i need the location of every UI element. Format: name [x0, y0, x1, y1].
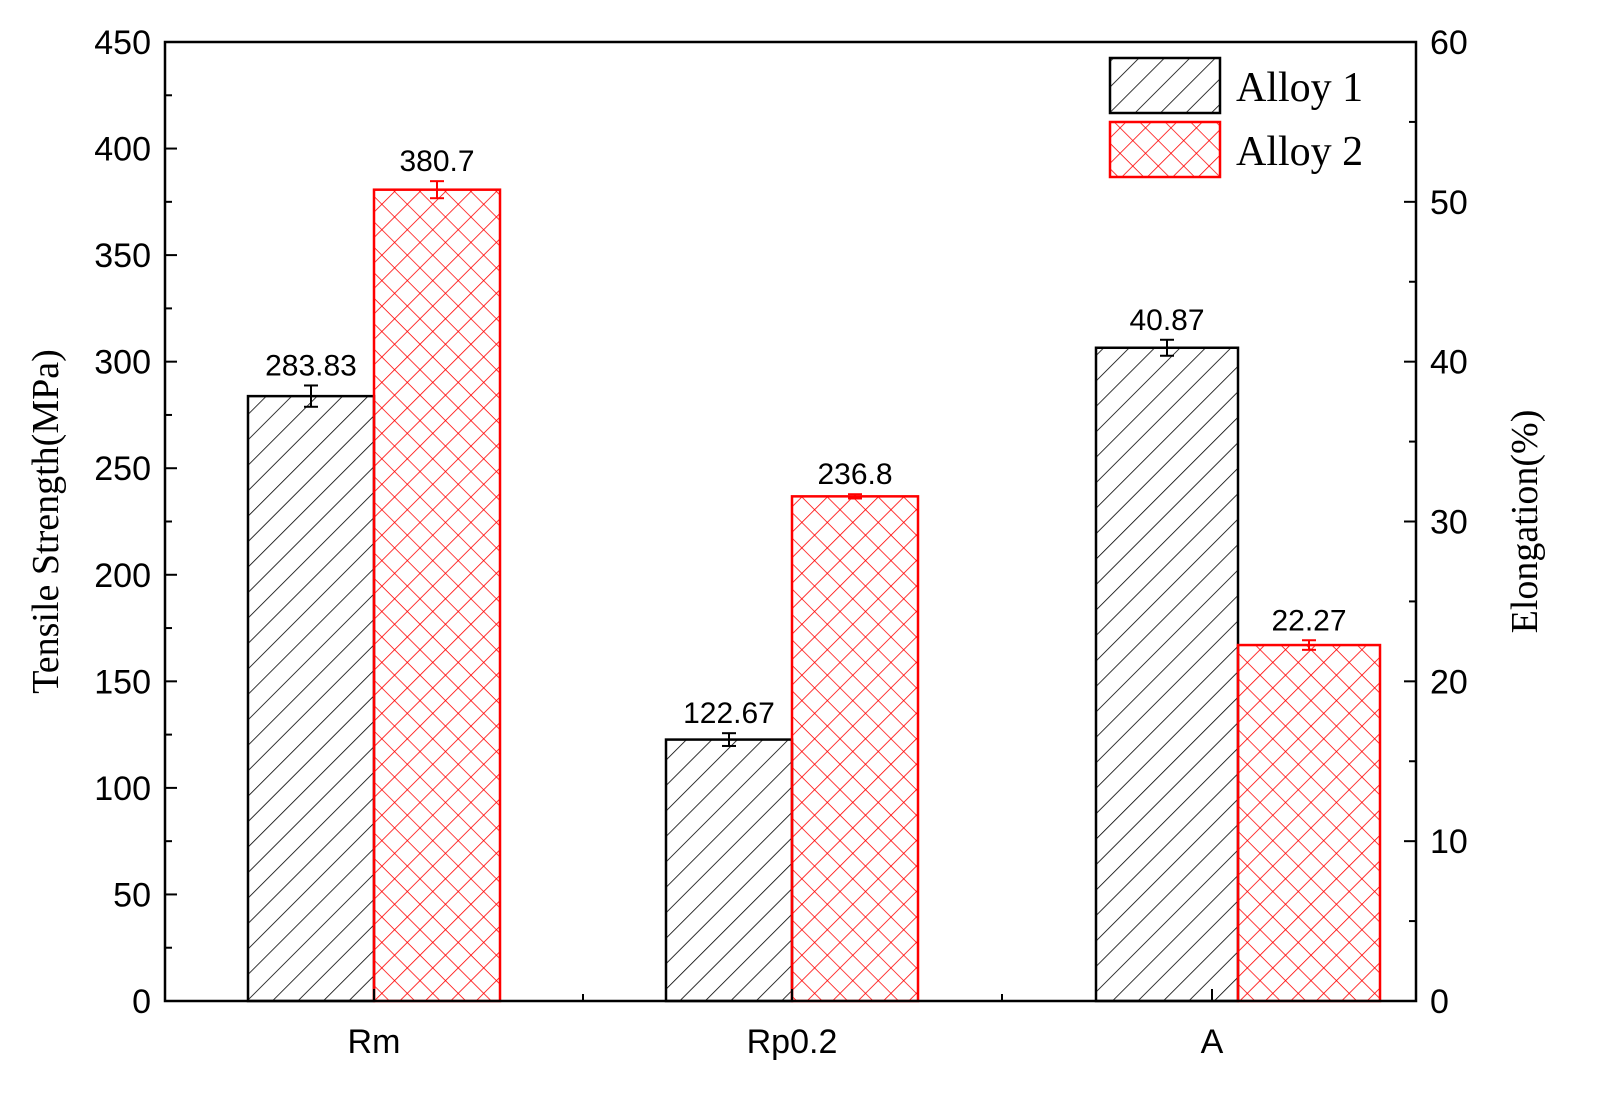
data-label: 283.83: [265, 349, 357, 382]
bar-alloy-1-rm: [246, 394, 376, 1003]
left-tick-label: 450: [94, 24, 151, 62]
bar-alloy-1-a: [1094, 346, 1240, 1003]
x-tick-label: A: [1201, 1023, 1224, 1061]
left-axis-title: Tensile Strength(MPa): [25, 349, 67, 694]
bar-alloy-2-rm: [372, 188, 502, 1003]
legend-swatch-1: [1108, 56, 1222, 115]
right-tick-label: 10: [1430, 823, 1468, 861]
left-tick-label: 200: [94, 557, 151, 595]
legend-label-2: Alloy 2: [1236, 129, 1363, 175]
left-tick-label: 150: [94, 663, 151, 701]
x-tick-label: Rp0.2: [747, 1023, 838, 1061]
data-label: 22.27: [1271, 604, 1346, 637]
right-tick-label: 0: [1430, 983, 1449, 1021]
data-label: 236.8: [817, 458, 892, 491]
bar-alloy-2-a: [1236, 643, 1382, 1003]
bar-alloy-2-rp02: [790, 495, 920, 1003]
right-tick-label: 50: [1430, 184, 1468, 222]
bars-layer: 283.83 122.67 40.87 380.7 236.8 22.27: [246, 145, 1382, 1003]
data-label: 122.67: [683, 697, 775, 730]
right-tick-label: 40: [1430, 344, 1468, 382]
x-tick-label: Rm: [348, 1023, 401, 1061]
bar-alloy-1-rp02: [664, 738, 794, 1003]
left-tick-label: 350: [94, 237, 151, 275]
right-tick-label: 30: [1430, 504, 1468, 542]
data-label: 380.7: [399, 145, 474, 178]
legend-swatch-2: [1108, 120, 1222, 179]
left-tick-label: 0: [132, 983, 151, 1021]
left-tick-label: 300: [94, 344, 151, 382]
left-tick-label: 400: [94, 131, 151, 169]
right-tick-label: 60: [1430, 24, 1468, 62]
axes-layer: 0 50 100 150 200 250 300 350 400 450 0 10 20 30 40 50 60…: [25, 24, 1546, 1061]
left-tick-label: 250: [94, 450, 151, 488]
legend: Alloy 1 Alloy 2: [1108, 56, 1363, 179]
left-tick-label: 100: [94, 770, 151, 808]
data-label: 40.87: [1129, 304, 1204, 337]
right-axis-title: Elongation(%): [1504, 410, 1546, 634]
right-tick-label: 20: [1430, 663, 1468, 701]
legend-label-1: Alloy 1: [1236, 65, 1363, 111]
left-tick-label: 50: [113, 876, 151, 914]
